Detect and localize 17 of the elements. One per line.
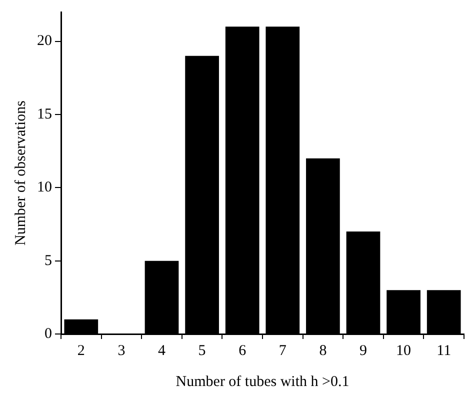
y-tick-label: 20: [37, 33, 52, 50]
x-tick-label: 3: [118, 342, 126, 359]
x-tick-label: 9: [360, 342, 367, 359]
y-tick-label: 5: [44, 252, 52, 269]
y-axis-title: Number of observations: [12, 100, 29, 246]
x-tick-label: 10: [396, 342, 412, 359]
x-axis-title: Number of tubes with h >0.1: [176, 374, 350, 390]
y-tick-label: 10: [37, 180, 52, 196]
x-tick-label: 7: [278, 342, 287, 359]
y-tick-label: 0: [44, 326, 52, 342]
x-tick-label: 2: [77, 342, 85, 359]
x-tick-label: 6: [238, 342, 247, 359]
x-tick-label: 5: [198, 342, 206, 359]
x-tick-label: 11: [436, 342, 452, 359]
y-tick-label: 15: [37, 106, 52, 122]
x-tick-label: 4: [158, 342, 166, 359]
x-tick-label: 8: [319, 342, 327, 359]
